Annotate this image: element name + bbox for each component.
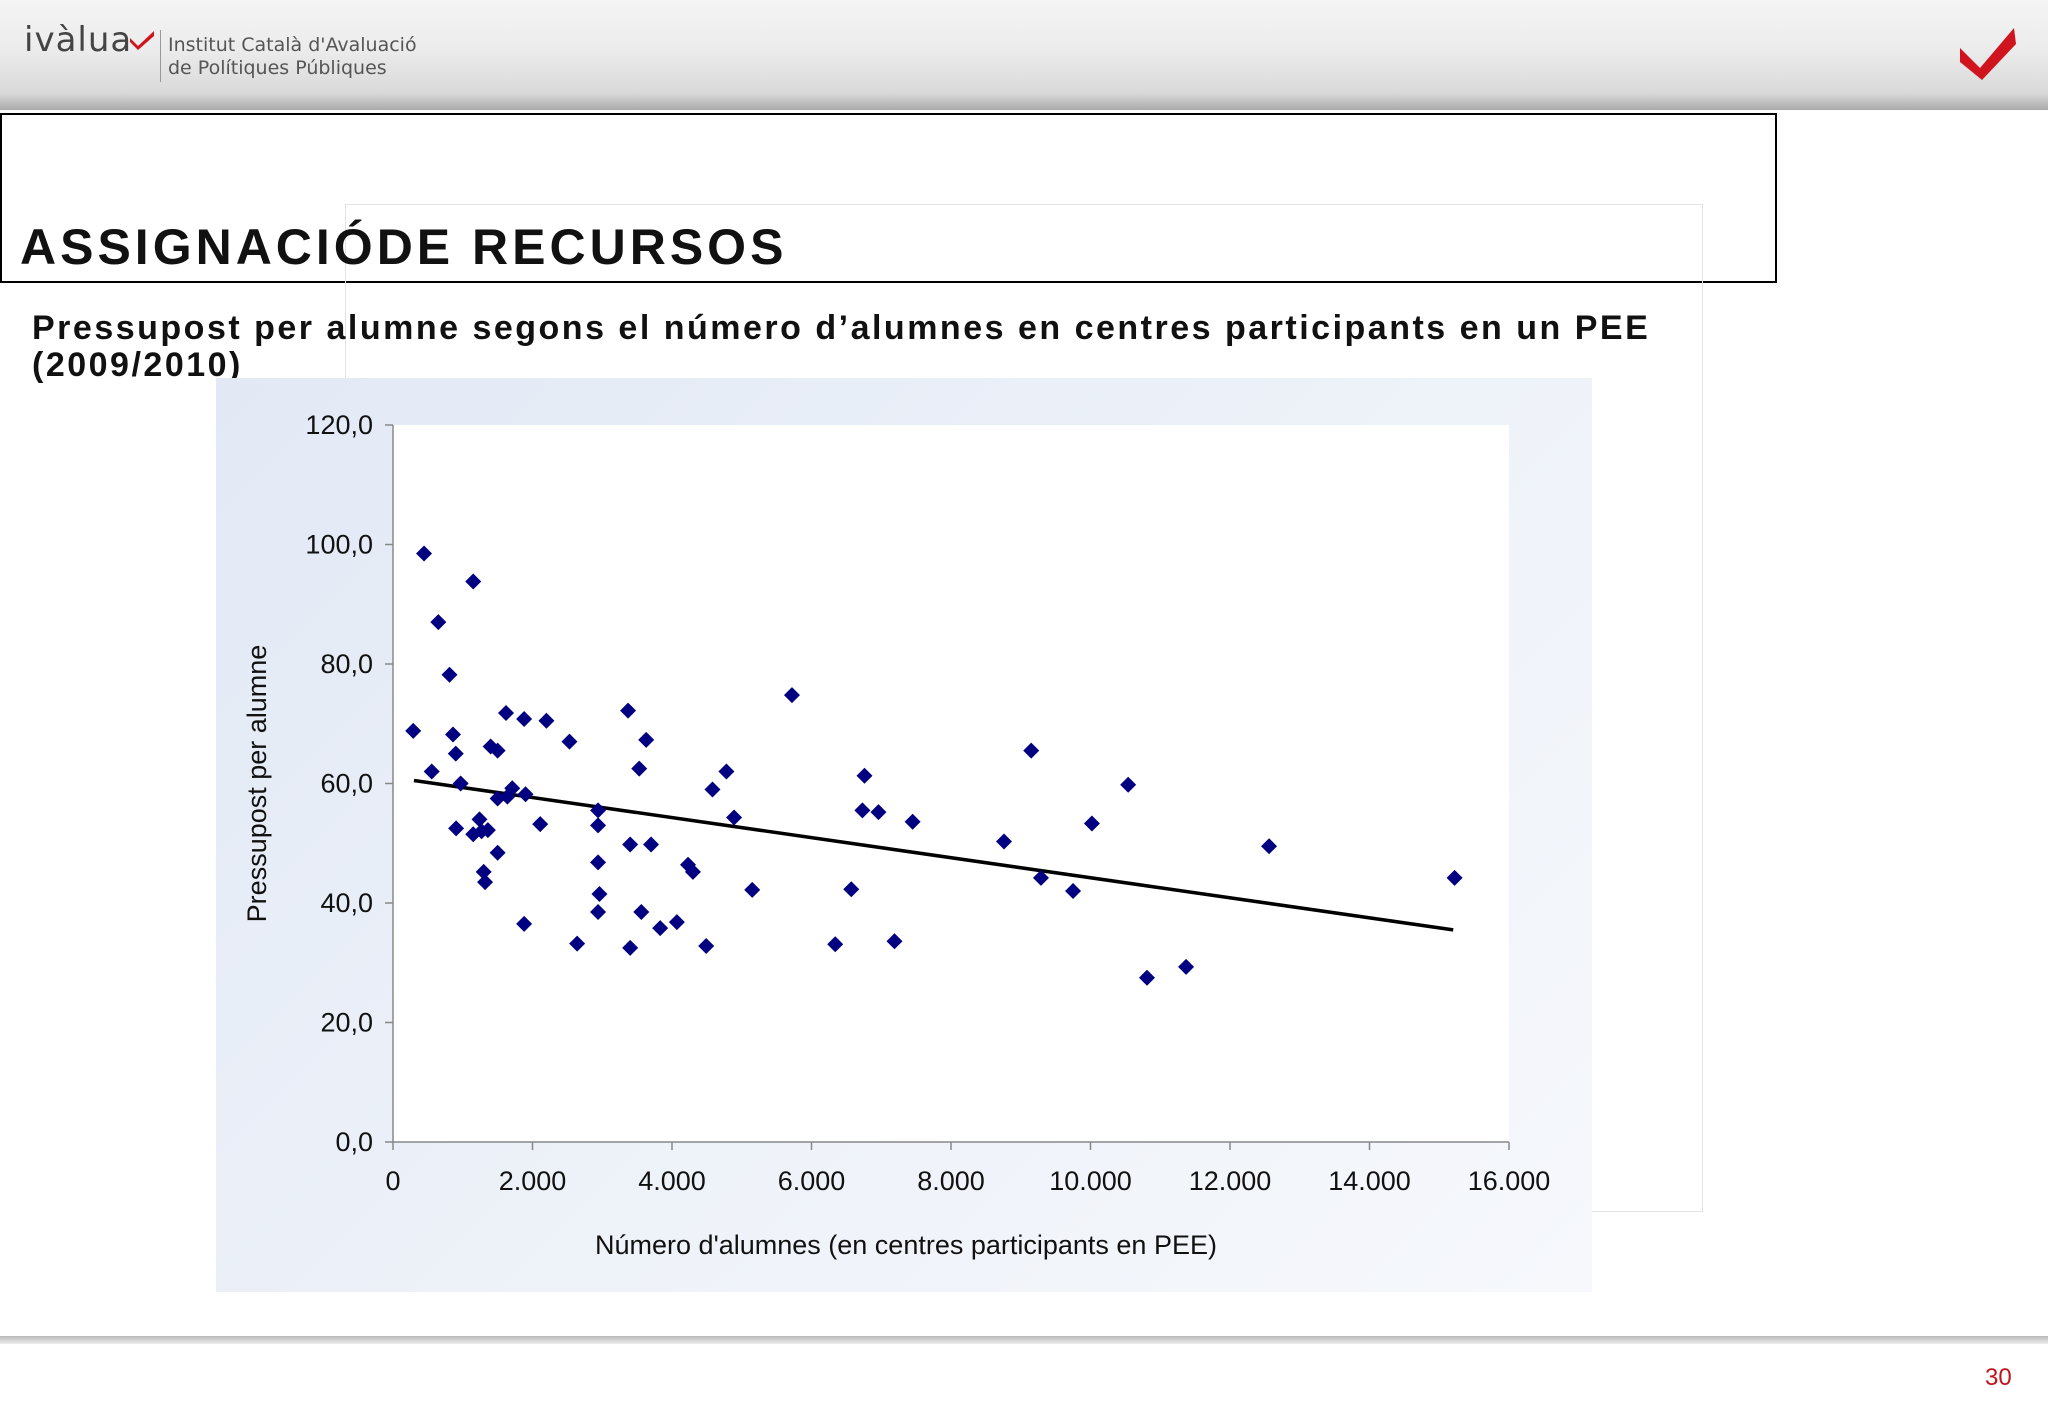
data-point: [441, 666, 458, 683]
data-point: [423, 763, 440, 780]
data-point: [744, 881, 761, 898]
chart-subtitle: Pressupost per alumne segons el número d…: [32, 310, 1651, 384]
y-tick-label: 0,0: [335, 1127, 373, 1157]
data-point: [1446, 869, 1463, 886]
data-point: [416, 545, 433, 562]
data-point: [517, 786, 534, 803]
data-point: [405, 722, 422, 739]
x-tick-label: 16.000: [1468, 1166, 1551, 1196]
data-point: [870, 804, 887, 821]
data-point: [590, 854, 607, 871]
y-tick-label: 120,0: [305, 410, 373, 440]
logo-check-icon: [130, 31, 154, 50]
data-point: [1032, 869, 1049, 886]
data-point: [843, 881, 860, 898]
data-point: [643, 836, 660, 853]
data-point: [622, 939, 639, 956]
data-point: [698, 938, 715, 955]
data-point: [668, 914, 685, 931]
data-point: [652, 920, 669, 937]
data-point: [538, 712, 555, 729]
x-tick-label: 0: [385, 1166, 400, 1196]
data-point: [1120, 776, 1137, 793]
title-frame: [0, 113, 1777, 283]
data-point: [591, 886, 608, 903]
data-point: [1261, 838, 1278, 855]
data-point: [465, 573, 482, 590]
chart-area: 0,0 20,0 40,0 60,0 80,0 100,0 120,0 0 2.000 4.000…: [216, 378, 1592, 1292]
x-tick-label: 12.000: [1189, 1166, 1272, 1196]
data-point: [684, 863, 701, 880]
data-point: [886, 933, 903, 950]
data-point: [532, 816, 549, 833]
logo-divider: [160, 30, 161, 82]
data-point: [447, 745, 464, 762]
page-title: ASSIGNACIÓDE RECURSOS: [20, 219, 788, 275]
x-tick-label: 14.000: [1328, 1166, 1411, 1196]
x-tick-label: 4.000: [638, 1166, 706, 1196]
y-tick-label: 40,0: [320, 888, 373, 918]
data-point: [856, 767, 873, 784]
data-point: [444, 726, 461, 743]
y-tick-label: 80,0: [320, 649, 373, 679]
data-point: [448, 820, 465, 837]
data-point: [569, 935, 586, 952]
institute-name-line-1: Institut Català d'Avaluació: [168, 34, 417, 56]
data-point: [904, 813, 921, 830]
trendline: [413, 778, 1454, 932]
data-point: [1083, 815, 1100, 832]
x-tick-label: 10.000: [1049, 1166, 1132, 1196]
data-point: [590, 903, 607, 920]
plot-area: [393, 425, 1509, 1142]
data-point: [452, 775, 469, 792]
y-tick-label: 100,0: [305, 530, 373, 560]
data-point: [465, 826, 482, 843]
page-number: 30: [1985, 1364, 2012, 1391]
institute-name: Institut Català d'Avaluació de Polítique…: [168, 34, 417, 80]
footer-divider: [0, 1336, 2048, 1344]
data-point: [1065, 883, 1082, 900]
data-point: [827, 936, 844, 953]
data-point: [489, 844, 506, 861]
data-point: [590, 817, 607, 834]
data-point: [1023, 742, 1040, 759]
x-tick-label: 2.000: [499, 1166, 567, 1196]
y-tick-label: 20,0: [320, 1008, 373, 1038]
scatter-chart: 0,0 20,0 40,0 60,0 80,0 100,0 120,0 0 2.000 4.000…: [242, 410, 1551, 1260]
data-point: [1138, 969, 1155, 986]
data-point: [783, 687, 800, 704]
data-point: [1178, 958, 1195, 975]
data-point: [475, 863, 492, 880]
data-point: [477, 874, 494, 891]
x-axis-label: Número d'alumnes (en centres participant…: [595, 1230, 1217, 1260]
data-point: [726, 809, 743, 826]
data-point: [504, 780, 521, 797]
institute-name-line-2: de Polítiques Públiques: [168, 57, 387, 79]
data-point: [479, 822, 496, 839]
data-point: [704, 781, 721, 798]
data-point: [633, 903, 650, 920]
data-point: [430, 614, 447, 631]
data-point: [516, 915, 533, 932]
data-point: [631, 760, 648, 777]
data-point: [854, 802, 871, 819]
data-point: [489, 742, 506, 759]
data-point: [996, 833, 1013, 850]
data-point: [590, 802, 607, 819]
data-point: [516, 710, 533, 727]
data-point: [638, 731, 655, 748]
x-tick-label: 6.000: [778, 1166, 846, 1196]
ivalua-logo-text: ivàlua: [24, 20, 133, 60]
data-point: [622, 836, 639, 853]
data-point: [718, 763, 735, 780]
data-point: [620, 702, 637, 719]
data-point: [471, 811, 488, 828]
y-tick-label: 60,0: [320, 769, 373, 799]
brand-check-icon: [1960, 28, 2016, 80]
x-tick-label: 8.000: [917, 1166, 985, 1196]
data-point: [497, 704, 514, 721]
y-axis-label: Pressupost per alumne: [242, 645, 272, 923]
top-banner: ivàlua Institut Català d'Avaluació de Po…: [0, 0, 2048, 110]
data-point: [561, 733, 578, 750]
